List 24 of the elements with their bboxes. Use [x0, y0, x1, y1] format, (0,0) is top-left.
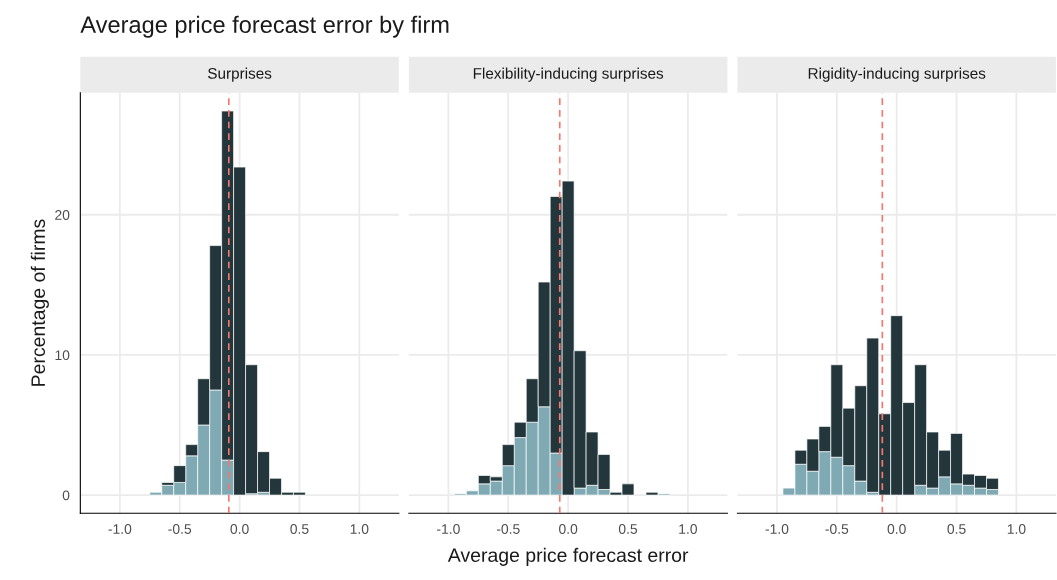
y-tick-label: 0: [62, 490, 70, 501]
x-tick-label: 0.0: [887, 524, 906, 534]
x-tick-label: -0.5: [825, 524, 849, 534]
y-tick-label: 20: [55, 210, 70, 220]
x-tick-label: -1.0: [765, 524, 789, 534]
x-tick-label: 0.5: [618, 524, 638, 534]
x-tick-label: 1.0: [350, 524, 369, 534]
x-tick-label: 0.5: [290, 524, 309, 534]
x-tick-label: 0.0: [230, 524, 249, 534]
text: Average price forecast error by firm: [80, 15, 449, 38]
y-axis-title: Percentage of firms: [30, 219, 49, 386]
x-tick-label: -1.0: [108, 524, 132, 534]
x-tick-label: 0.0: [559, 524, 578, 534]
x-tick-label: -0.5: [496, 524, 520, 534]
x-tick-label: -0.5: [168, 524, 192, 534]
x-tick-label: 1.0: [679, 524, 697, 534]
y-tick-label: 10: [55, 350, 70, 361]
x-tick-label: -1.0: [437, 524, 460, 534]
chart-title: Rigidity-inducing surprises: [808, 67, 986, 82]
x-axis-title: Average price forecast error: [447, 547, 689, 566]
x-tick-label: 0.5: [947, 524, 966, 534]
chart-title: Surprises: [208, 67, 272, 82]
chart-title: Flexibility-inducing surprises: [473, 67, 664, 82]
x-tick-label: 1.0: [1007, 524, 1026, 534]
